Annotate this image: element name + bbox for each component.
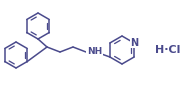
Text: N: N [130, 38, 138, 48]
Text: H·Cl: H·Cl [155, 45, 181, 55]
Text: NH: NH [87, 48, 102, 57]
